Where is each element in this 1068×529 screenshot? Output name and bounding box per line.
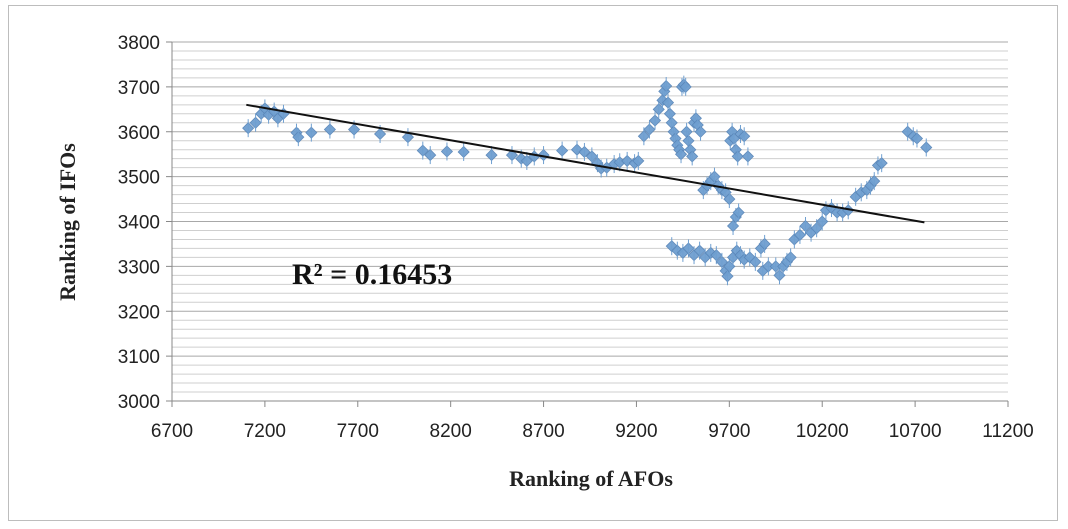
y-tick-label: 3200: [118, 302, 160, 323]
x-tick-label: 9700: [708, 421, 750, 442]
x-tick-label: 7700: [337, 421, 379, 442]
x-tick-labels: 6700 7200 7700 8200 8700 9200 9700 10200 10700 11…: [151, 421, 1034, 442]
x-axis-title: Ranking of AFOs: [509, 466, 673, 491]
x-tick-label: 10700: [889, 421, 942, 442]
x-tick-label: 8700: [522, 421, 564, 442]
x-tick-label: 11200: [982, 421, 1033, 442]
axes: [166, 41, 1009, 407]
y-tick-label: 3400: [118, 213, 160, 234]
data-points: [242, 75, 933, 286]
chart-frame: [8, 5, 1058, 521]
x-tick-label: 8200: [430, 421, 472, 442]
y-tick-label: 3500: [118, 168, 160, 189]
x-tick-label: 7200: [244, 421, 286, 442]
trendline: [246, 103, 925, 224]
y-tick-label: 3600: [118, 123, 160, 144]
y-axis-title: Ranking of IFOs: [55, 143, 80, 301]
x-tick-label: 10200: [796, 421, 849, 442]
y-tick-label: 3700: [118, 78, 160, 99]
y-tick-label: 3800: [118, 33, 160, 54]
y-tick-label: 3100: [118, 347, 160, 368]
x-tick-label: 6700: [151, 421, 193, 442]
y-tick-label: 3000: [118, 392, 160, 413]
gridlines: [172, 41, 1008, 393]
y-tick-labels: 3000 3100 3200 3300 3400 3500 3600 3700 3800: [118, 33, 160, 413]
y-tick-label: 3300: [118, 257, 160, 278]
r-squared-annotation: R² = 0.16453: [292, 258, 452, 291]
x-tick-label: 9200: [615, 421, 657, 442]
